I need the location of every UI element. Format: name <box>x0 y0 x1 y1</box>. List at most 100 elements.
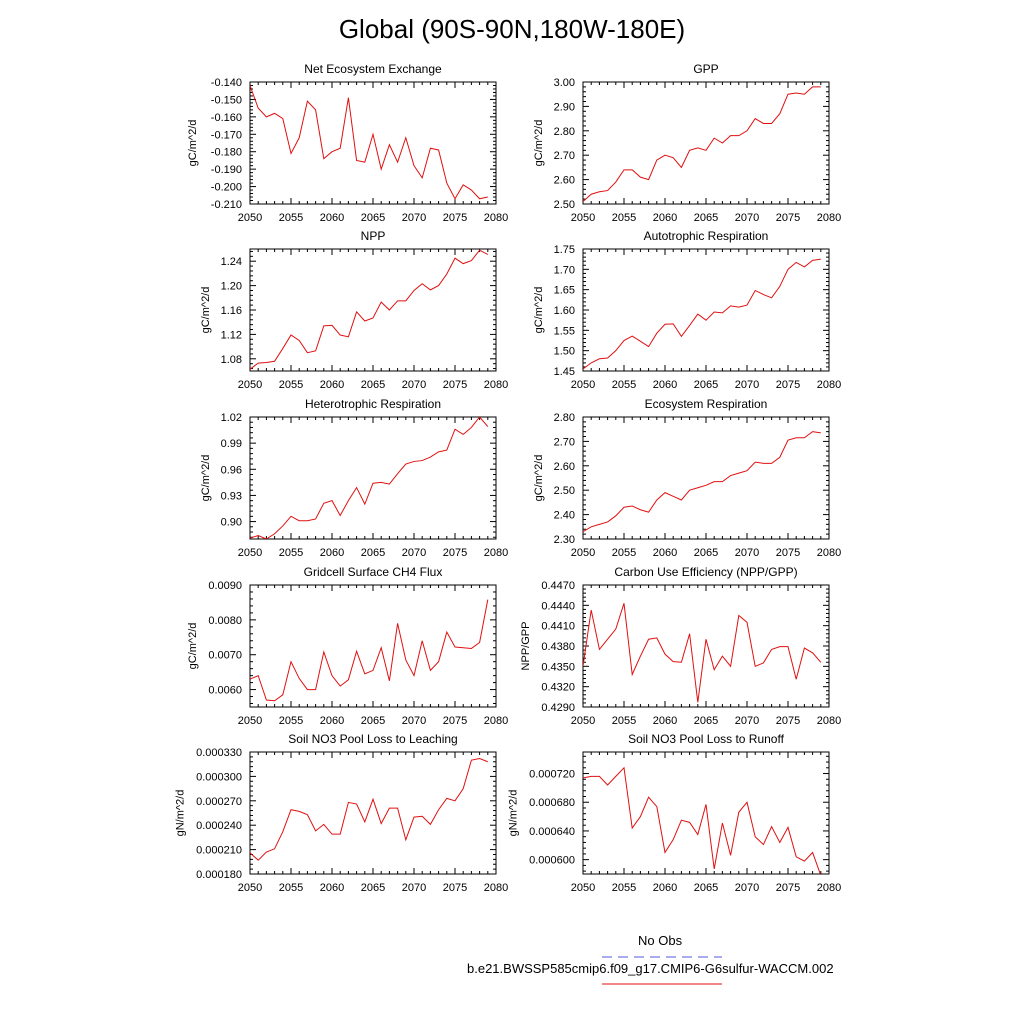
x-tick-label: 2075 <box>776 212 800 224</box>
y-tick-label: -0.140 <box>211 77 242 89</box>
x-tick-label: 2065 <box>361 547 385 559</box>
y-tick-label: 0.000330 <box>196 747 242 759</box>
y-tick-label: 2.60 <box>554 461 575 473</box>
plot-frame <box>582 751 830 875</box>
x-tick-label: 2055 <box>279 882 303 894</box>
x-tick-label: 2070 <box>735 882 759 894</box>
y-tick-label: 2.30 <box>554 534 575 546</box>
x-tick-label: 2075 <box>776 379 800 391</box>
chart-title: Soil NO3 Pool Loss to Runoff <box>628 732 785 746</box>
x-tick-label: 2060 <box>320 379 344 391</box>
x-tick-label: 2060 <box>653 882 677 894</box>
y-axis-label: gC/m^2/d <box>200 287 212 334</box>
chart-panel: Autotrophic Respiration 2050 2055 2060 2065 2… <box>533 229 841 391</box>
y-tick-label: 2.50 <box>554 485 575 497</box>
x-tick-label: 2065 <box>361 715 385 727</box>
y-tick-label: 0.000640 <box>529 826 575 838</box>
y-tick-label: -0.160 <box>211 112 242 124</box>
x-tick-label: 2070 <box>402 212 426 224</box>
x-tick-label: 2055 <box>612 882 636 894</box>
y-axis-label: gC/m^2/d <box>533 455 545 502</box>
x-tick-label: 2080 <box>484 379 508 391</box>
chart-panel: Gridcell Surface CH4 Flux 2050 2055 2060 206… <box>187 565 508 727</box>
chart-panel: Carbon Use Efficiency (NPP/GPP) 2050 2055 2… <box>520 565 841 727</box>
x-tick-label: 2060 <box>653 212 677 224</box>
x-tick-label: 2075 <box>776 882 800 894</box>
x-tick-label: 2070 <box>402 715 426 727</box>
plot-frame <box>582 584 830 708</box>
chart-panel: Net Ecosystem Exchange 2050 2055 2060 2065 20… <box>187 62 508 224</box>
x-tick-label: 2065 <box>361 212 385 224</box>
x-tick-label: 2070 <box>735 715 759 727</box>
y-tick-label: 1.08 <box>221 354 242 366</box>
y-tick-label: 2.80 <box>554 412 575 424</box>
x-tick-label: 2080 <box>484 882 508 894</box>
y-tick-label: 0.96 <box>221 464 242 476</box>
y-tick-label: 0.4320 <box>541 682 575 694</box>
x-tick-label: 2055 <box>279 379 303 391</box>
plot-frame <box>582 81 830 205</box>
y-tick-label: 2.80 <box>554 126 575 138</box>
y-tick-label: 1.45 <box>554 366 575 378</box>
y-tick-label: 1.24 <box>221 256 242 268</box>
y-tick-label: -0.210 <box>211 199 242 211</box>
chart-title: Heterotrophic Respiration <box>305 397 441 411</box>
chart-panel: GPP 2050 2055 2060 2065 2070 2075 2080 2.50 2.60 2… <box>533 62 841 224</box>
y-axis-label: gC/m^2/d <box>187 623 199 670</box>
x-tick-label: 2075 <box>776 715 800 727</box>
y-tick-label: 1.75 <box>554 244 575 256</box>
y-tick-label: 1.55 <box>554 325 575 337</box>
x-tick-label: 2065 <box>694 379 718 391</box>
chart-title: Soil NO3 Pool Loss to Leaching <box>288 732 457 746</box>
y-tick-label: 2.70 <box>554 436 575 448</box>
chart-panel: Soil NO3 Pool Loss to Runoff 2050 2055 2060… <box>508 732 842 894</box>
y-tick-label: 1.02 <box>221 412 242 424</box>
x-tick-label: 2065 <box>694 882 718 894</box>
y-tick-label: 0.000300 <box>196 771 242 783</box>
x-tick-label: 2055 <box>612 379 636 391</box>
y-tick-label: 0.000720 <box>529 769 575 781</box>
y-tick-label: 2.60 <box>554 175 575 187</box>
y-tick-label: 0.000270 <box>196 796 242 808</box>
y-tick-label: 0.93 <box>221 490 242 502</box>
y-tick-label: 1.50 <box>554 346 575 358</box>
x-tick-label: 2060 <box>320 547 344 559</box>
y-tick-label: -0.190 <box>211 164 242 176</box>
plot-frame <box>582 248 830 372</box>
x-tick-label: 2075 <box>443 212 467 224</box>
chart-panel: Ecosystem Respiration 2050 2055 2060 2065 207… <box>533 397 841 559</box>
series-line <box>250 599 489 702</box>
x-tick-label: 2060 <box>653 715 677 727</box>
y-tick-label: 0.000210 <box>196 845 242 857</box>
x-tick-label: 2075 <box>443 715 467 727</box>
y-tick-label: 2.50 <box>554 199 575 211</box>
page-title: Global (90S-90N,180W-180E) <box>338 14 686 44</box>
x-tick-label: 2080 <box>817 379 841 391</box>
x-tick-label: 2070 <box>402 882 426 894</box>
chart-panel: Soil NO3 Pool Loss to Leaching 2050 2055 20… <box>175 732 509 894</box>
y-tick-label: 1.16 <box>221 305 242 317</box>
y-axis-label: gC/m^2/d <box>187 120 199 167</box>
y-tick-label: -0.150 <box>211 94 242 106</box>
y-tick-label: 0.4440 <box>541 600 575 612</box>
x-tick-label: 2050 <box>571 715 595 727</box>
plot-frame <box>249 81 497 205</box>
y-tick-label: 0.0090 <box>208 580 242 592</box>
x-tick-label: 2055 <box>279 715 303 727</box>
x-tick-label: 2075 <box>776 547 800 559</box>
x-tick-label: 2065 <box>694 212 718 224</box>
series-line <box>250 757 488 861</box>
x-tick-label: 2055 <box>612 212 636 224</box>
series-line <box>250 85 488 200</box>
chart-title: GPP <box>693 62 718 76</box>
x-tick-label: 2080 <box>817 882 841 894</box>
chart-title: NPP <box>361 229 386 243</box>
plot-frame <box>582 416 830 540</box>
y-tick-label: 1.12 <box>221 329 242 341</box>
y-tick-label: 0.000180 <box>196 869 242 881</box>
x-tick-label: 2050 <box>238 379 262 391</box>
y-tick-label: 1.60 <box>554 305 575 317</box>
y-axis-label: gC/m^2/d <box>533 120 545 167</box>
x-tick-label: 2075 <box>443 882 467 894</box>
